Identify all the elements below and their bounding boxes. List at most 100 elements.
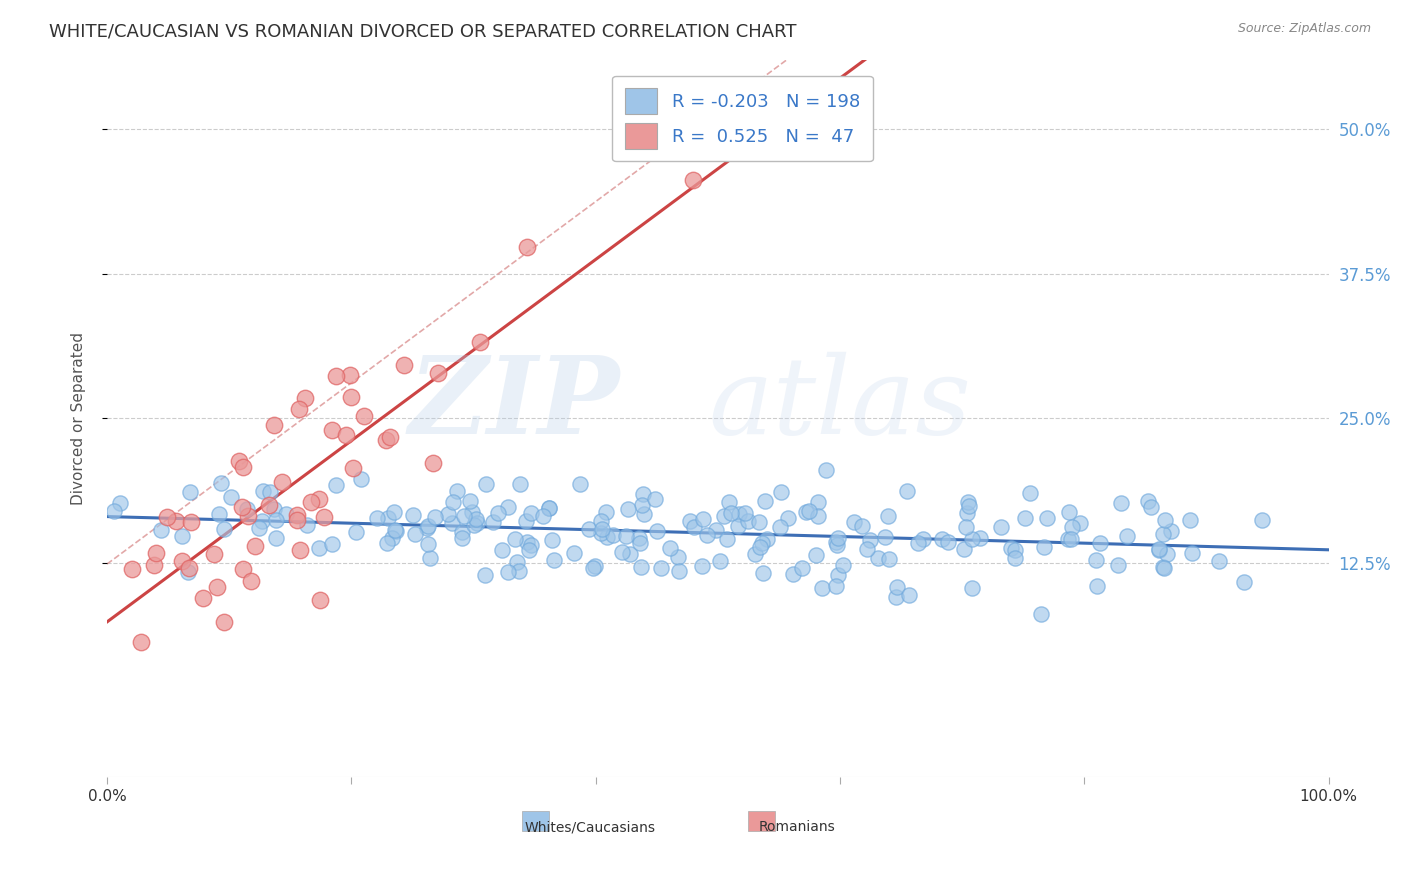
Point <box>633 507 655 521</box>
Point <box>770 484 793 499</box>
Point <box>630 559 652 574</box>
Point <box>990 520 1012 534</box>
Point <box>208 508 231 522</box>
Point <box>214 615 236 629</box>
Point <box>374 433 396 447</box>
Point <box>236 508 259 523</box>
Point <box>418 518 440 533</box>
Point <box>243 539 266 553</box>
Point <box>263 418 285 433</box>
Point <box>156 510 179 524</box>
Point <box>321 423 343 437</box>
Point <box>807 495 830 509</box>
Point <box>898 588 921 602</box>
Point <box>1137 494 1160 508</box>
Point <box>312 509 335 524</box>
Point <box>491 543 513 558</box>
Point <box>437 507 460 521</box>
Point <box>825 578 848 592</box>
Point <box>804 548 827 562</box>
Point <box>1004 550 1026 565</box>
Point <box>232 460 254 475</box>
Point <box>591 522 613 536</box>
Point <box>464 512 486 526</box>
Point <box>749 540 772 554</box>
Point <box>422 456 444 470</box>
Point <box>264 532 287 546</box>
Point <box>496 500 519 514</box>
Text: Romanians: Romanians <box>759 821 835 834</box>
Point <box>297 518 319 533</box>
Point <box>582 560 605 574</box>
Point <box>461 505 484 519</box>
Point <box>602 528 624 542</box>
Point <box>541 533 564 547</box>
Point <box>1208 554 1230 568</box>
Point <box>531 508 554 523</box>
Point <box>165 514 187 528</box>
Point <box>595 505 617 519</box>
Point <box>1152 559 1174 574</box>
Point <box>103 504 125 518</box>
Point <box>583 559 606 574</box>
Point <box>568 477 591 491</box>
Point <box>509 477 531 491</box>
Point <box>859 533 882 547</box>
Point <box>177 565 200 579</box>
Point <box>381 531 404 545</box>
Point <box>696 528 718 542</box>
Point <box>335 428 357 442</box>
Point <box>1085 552 1108 566</box>
Point <box>366 510 388 524</box>
Point <box>720 506 742 520</box>
Point <box>866 550 889 565</box>
Point <box>299 495 322 509</box>
Point <box>342 461 364 475</box>
Point <box>228 454 250 468</box>
Point <box>419 550 441 565</box>
Point <box>1139 500 1161 515</box>
Point <box>1036 511 1059 525</box>
Point <box>308 593 330 607</box>
Point <box>815 463 838 477</box>
Point <box>1085 579 1108 593</box>
Point <box>1107 558 1129 573</box>
Point <box>718 495 741 509</box>
Point <box>252 483 274 498</box>
Point <box>470 335 492 350</box>
Point <box>810 581 832 595</box>
Point <box>344 525 367 540</box>
Point <box>1060 519 1083 533</box>
Point <box>1154 513 1177 527</box>
Point <box>713 508 735 523</box>
Point <box>325 369 347 384</box>
Point <box>851 519 873 533</box>
Point <box>827 531 849 545</box>
Point <box>957 499 980 513</box>
Point <box>1109 496 1132 510</box>
Point <box>896 483 918 498</box>
Text: ZIP: ZIP <box>409 351 620 457</box>
Point <box>508 564 530 578</box>
Point <box>212 523 235 537</box>
Point <box>1029 607 1052 621</box>
Point <box>427 366 450 380</box>
Point <box>446 484 468 499</box>
Point <box>276 507 298 521</box>
Point <box>170 554 193 568</box>
Point <box>506 555 529 569</box>
Point <box>734 506 756 520</box>
Point <box>1153 561 1175 575</box>
Point <box>668 565 690 579</box>
Point <box>619 548 641 562</box>
Point <box>496 565 519 579</box>
Point <box>537 500 560 515</box>
Point <box>628 535 651 549</box>
Point <box>690 559 713 574</box>
Y-axis label: Divorced or Separated: Divorced or Separated <box>72 332 86 505</box>
Point <box>790 561 813 575</box>
Point <box>794 505 817 519</box>
Point <box>250 514 273 528</box>
Point <box>825 538 848 552</box>
Point <box>562 546 585 560</box>
